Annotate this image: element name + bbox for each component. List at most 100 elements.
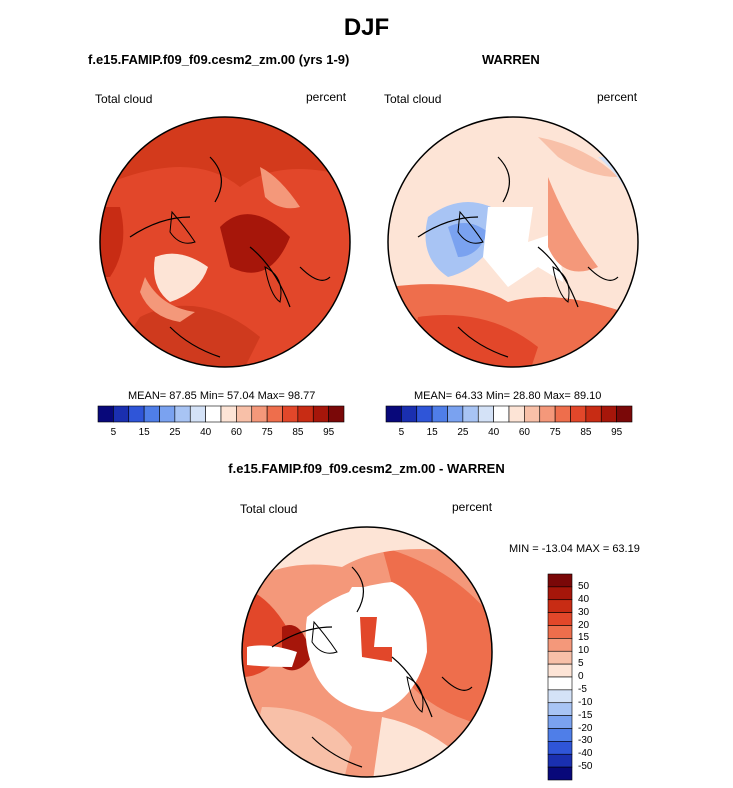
- colorbar-swatch: [539, 405, 556, 423]
- colorbar-swatch: [508, 405, 525, 423]
- colorbar-tick-label: 30: [578, 606, 590, 618]
- colorbar-tick-label: 5: [398, 427, 405, 438]
- colorbar-swatch: [416, 405, 433, 423]
- colorbar-tick-label: 5: [110, 427, 117, 438]
- colorbar-swatch: [547, 689, 573, 704]
- colorbar-tick-label: 40: [488, 427, 500, 438]
- colorbar-swatch: [547, 599, 573, 613]
- colorbar-swatch: [236, 405, 253, 423]
- colorbar-swatch: [547, 586, 573, 601]
- colorbar-swatch: [547, 663, 573, 678]
- colorbar-tick-label: 0: [578, 671, 584, 682]
- colorbar-swatch: [189, 405, 206, 423]
- colorbar-swatch: [524, 405, 541, 423]
- colorbar-swatch: [547, 650, 573, 665]
- colorbar-tick-label: 25: [169, 427, 181, 438]
- colorbar-swatch: [554, 405, 571, 423]
- colorbar-swatch: [143, 405, 160, 423]
- colorbar-tick-label: 15: [426, 427, 438, 438]
- panel3-title: f.e15.FAMIP.f09_f09.cesm2_zm.00 - WARREN: [228, 461, 505, 476]
- colorbar-tick-label: 10: [578, 645, 590, 657]
- colorbar-swatch: [547, 741, 573, 755]
- panel2-map: [387, 116, 639, 368]
- panel3-right-label: percent: [452, 500, 493, 514]
- colorbar-swatch: [113, 405, 130, 423]
- colorbar-swatch: [220, 405, 237, 423]
- panel3-left-label: Total cloud: [240, 502, 298, 516]
- colorbar-swatch: [312, 405, 329, 423]
- panel3-colorbar: [547, 573, 573, 781]
- colorbar-swatch: [570, 405, 587, 423]
- colorbar-tick-label: 25: [457, 427, 469, 438]
- colorbar-swatch: [431, 405, 448, 423]
- colorbar-tick-label: 95: [323, 427, 335, 438]
- colorbar-tick-label: 50: [578, 580, 590, 592]
- colorbar-swatch: [266, 405, 283, 423]
- colorbar-tick-label: 15: [578, 632, 590, 644]
- colorbar-swatch: [328, 405, 345, 423]
- colorbar-swatch: [174, 405, 191, 423]
- panel2-colorbar-ticks: 5 15 25 40 60 75 85 95: [386, 427, 646, 441]
- colorbar-tick-label: 75: [261, 427, 273, 438]
- panel1-colorbar: [97, 405, 345, 423]
- colorbar-swatch: [547, 625, 573, 639]
- colorbar-swatch: [547, 702, 573, 716]
- colorbar-swatch: [205, 405, 222, 423]
- colorbar-swatch: [251, 405, 268, 423]
- panel1-stats: MEAN= 87.85 Min= 57.04 Max= 98.77: [128, 390, 316, 402]
- colorbar-tick-label: 60: [230, 427, 242, 438]
- colorbar-tick-label: 95: [611, 427, 623, 438]
- colorbar-swatch: [547, 573, 573, 588]
- colorbar-swatch: [462, 405, 479, 423]
- colorbar-tick-label: 40: [200, 427, 212, 438]
- panel2-left-label: Total cloud: [384, 92, 442, 106]
- colorbar-tick-label: 20: [578, 619, 590, 631]
- colorbar-swatch: [547, 728, 573, 742]
- colorbar-tick-label: 5: [578, 658, 584, 670]
- panel1-title: f.e15.FAMIP.f09_f09.cesm2_zm.00 (yrs 1-9…: [88, 52, 350, 67]
- colorbar-swatch: [128, 405, 145, 423]
- colorbar-tick-label: -5: [578, 683, 587, 695]
- colorbar-swatch: [547, 753, 573, 768]
- colorbar-tick-label: -50: [578, 761, 593, 773]
- panel3-map: [241, 526, 493, 778]
- panel1-left-label: Total cloud: [95, 92, 153, 106]
- colorbar-swatch: [297, 405, 314, 423]
- colorbar-tick-label: 85: [580, 427, 592, 438]
- colorbar-swatch: [477, 405, 494, 423]
- colorbar-swatch: [97, 405, 114, 423]
- colorbar-swatch: [493, 405, 510, 423]
- colorbar-swatch: [616, 405, 633, 423]
- panel1-colorbar-ticks: 5 15 25 40 60 75 85 95: [98, 427, 358, 441]
- panel1-map: [99, 116, 351, 368]
- colorbar-swatch: [600, 405, 617, 423]
- colorbar-swatch: [547, 638, 573, 652]
- colorbar-swatch: [385, 405, 402, 423]
- panel1-right-label: percent: [306, 90, 347, 104]
- panel2-stats: MEAN= 64.33 Min= 28.80 Max= 89.10: [414, 390, 602, 402]
- colorbar-tick-label: -15: [578, 709, 593, 721]
- colorbar-tick-label: -20: [578, 722, 593, 734]
- panel3-stats: MIN = -13.04 MAX = 63.19: [509, 543, 640, 555]
- figure-title: DJF: [343, 14, 390, 41]
- colorbar-swatch: [159, 405, 176, 423]
- colorbar-swatch: [447, 405, 464, 423]
- panel3-colorbar-ticks: 50 40 30 20 15 10 5 0 -5 -10 -15 -20 -30 -40 -50: [578, 574, 618, 780]
- colorbar-tick-label: -10: [578, 696, 593, 708]
- colorbar-tick-label: 85: [292, 427, 304, 438]
- colorbar-swatch: [401, 405, 418, 423]
- panel2-title: WARREN: [482, 52, 540, 67]
- colorbar-swatch: [585, 405, 602, 423]
- colorbar-swatch: [282, 405, 299, 423]
- panel2-right-label: percent: [597, 90, 638, 104]
- colorbar-tick-label: -40: [578, 748, 593, 760]
- colorbar-tick-label: 75: [549, 427, 561, 438]
- panel2-colorbar: [385, 405, 633, 423]
- colorbar-tick-label: 60: [518, 427, 530, 438]
- colorbar-tick-label: -30: [578, 735, 593, 747]
- colorbar-swatch: [547, 715, 573, 729]
- colorbar-swatch: [547, 676, 573, 691]
- colorbar-swatch: [547, 766, 573, 781]
- colorbar-tick-label: 40: [578, 593, 590, 605]
- colorbar-swatch: [547, 612, 573, 626]
